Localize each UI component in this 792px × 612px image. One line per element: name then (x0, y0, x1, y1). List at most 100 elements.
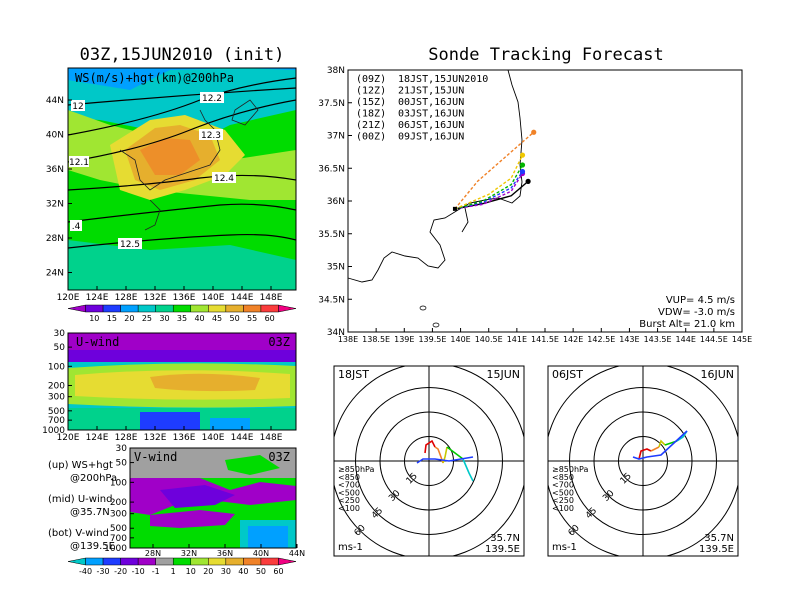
track-legend-code: (09Z) (356, 74, 386, 85)
track-lon-tick: 145E (732, 335, 752, 344)
u-lon-tick: 144E (231, 433, 254, 443)
track-lat-ticks: 38N 37.5N 37N 36.5N 36N 35.5N 35N 34.5N 34N (318, 66, 352, 338)
hodograph-units: ms-1 (552, 542, 577, 553)
map-lon-tick: 140E (202, 293, 225, 303)
track-legend-time: 09JST,16JUN (398, 132, 464, 143)
note-up-b: @200hPa (70, 473, 117, 484)
track-legend-code: (21Z) (356, 120, 386, 131)
u-lon-tick: 148E (260, 433, 283, 443)
v-colorbar-swatch (260, 557, 279, 566)
track-lon-tick: 143E (619, 335, 639, 344)
track-lon-tick: 142.5E (587, 335, 615, 344)
hodograph-trace (638, 448, 652, 460)
v-colorbar-swatch (67, 557, 86, 566)
track-info-vdw: VDW= -3.0 m/s (658, 307, 735, 318)
track-line (454, 171, 524, 210)
v-panel-label: V-wind (134, 450, 177, 464)
hodograph-level-label: ≥850hPa (552, 465, 589, 474)
hodograph-trace (416, 456, 474, 464)
contour-label: 12.2 (202, 94, 222, 104)
contour-label: 12.5 (120, 240, 140, 250)
v-colorbar-label: 40 (238, 567, 248, 576)
hodograph-trace (446, 446, 464, 460)
legend-notes: (up) WS+hgt @200hPa (mid) U-wind @35.7N … (48, 460, 117, 552)
v-colorbar-swatch (155, 557, 174, 566)
note-mid-a: (mid) U-wind (48, 494, 112, 505)
contour-label: 12.3 (201, 131, 221, 141)
track-legend-code: (00Z) (356, 132, 386, 143)
ws-colorbar-swatch (155, 304, 174, 313)
u-lon-tick: 140E (202, 433, 225, 443)
v-lat-tick: 32N (181, 549, 197, 558)
v-lat-tick: 36N (217, 549, 233, 558)
u-pressure-tick: 100 (48, 362, 65, 372)
map-lat-tick: 44N (46, 96, 64, 106)
v-colorbar-swatch (172, 557, 192, 566)
u-panel-time: 03Z (268, 335, 290, 349)
ws-colorbar-swatch (85, 304, 104, 313)
map-lat-ticks: 44N 40N 36N 32N 28N 24N (46, 96, 72, 279)
contour-label: 12.1 (69, 158, 89, 168)
v-panel-time: 03Z (268, 450, 290, 464)
u-pressure-tick: 500 (48, 407, 65, 417)
v-colorbar: -40 -30 -20 -10 -1 1 10 20 30 40 50 60 (67, 557, 297, 576)
hodograph-date: 15JUN (486, 368, 520, 381)
ws-colorbar-swatch (172, 304, 192, 313)
map-lon-tick: 144E (231, 293, 254, 303)
contour-label: 12.4 (214, 174, 234, 184)
ws-colorbar-swatch (243, 304, 262, 313)
track-lon-tick: 140E (450, 335, 470, 344)
track-launch-point (452, 206, 457, 211)
v-colorbar-label: 1 (171, 567, 176, 576)
ws-colorbar-swatch (278, 304, 297, 313)
hodograph-level-label: <700 (552, 481, 574, 490)
v-colorbar-swatch (102, 557, 121, 566)
map-lat-tick: 28N (46, 234, 64, 244)
track-legend-time: 21JST,15JUN (398, 86, 464, 97)
v-colorbar-label: 30 (221, 567, 231, 576)
hodograph-level-label: <250 (552, 496, 574, 505)
track-legend-time: 03JST,16JUN (398, 109, 464, 120)
hodograph-trace (632, 430, 688, 460)
v-colorbar-swatch (225, 557, 244, 566)
track-lon-tick: 142E (563, 335, 583, 344)
u-panel-label: U-wind (76, 335, 119, 349)
track-lat-tick: 35.5N (318, 230, 345, 240)
ws-colorbar-label: 25 (142, 314, 152, 323)
v-pressure-tick: 700 (110, 534, 127, 544)
v-lat-tick: 40N (253, 549, 269, 558)
track-end-point (525, 178, 531, 184)
map-lat-tick: 24N (46, 269, 64, 279)
track-legend: (09Z) 18JST,15JUN2010 (12Z) 21JST,15JUN (15Z… (356, 74, 488, 143)
track-legend-code: (15Z) (356, 97, 386, 108)
hodograph-level-label: <500 (552, 488, 574, 497)
v-colorbar-label: 50 (256, 567, 266, 576)
track-lat-tick: 36.5N (318, 164, 345, 174)
track-lon-tick: 144E (676, 335, 696, 344)
ws-colorbar-swatch (225, 304, 244, 313)
u-pressure-tick: 1000 (42, 426, 65, 436)
v-colorbar-swatch (85, 557, 104, 566)
contour-label: 12 (72, 102, 83, 112)
v-colorbar-label: -1 (152, 567, 160, 576)
ws-colorbar-label: 45 (212, 314, 222, 323)
v-lat-ticks: 28N 32N 36N 40N 44N (145, 544, 305, 558)
map-lon-ticks: 120E 124E 128E 132E 136E 140E 144E 148E (57, 286, 283, 303)
hodograph-level-label: ≥850hPa (338, 465, 375, 474)
v-pressure-tick: 200 (110, 498, 127, 508)
note-up-a: (up) WS+hgt (48, 460, 113, 471)
track-lon-tick: 139E (394, 335, 414, 344)
track-lon-tick: 144.5E (700, 335, 728, 344)
hodograph-level-label: <100 (552, 504, 574, 513)
right-title: Sonde Tracking Forecast (428, 45, 663, 65)
u-pressure-tick: 50 (54, 343, 66, 353)
ws-colorbar-label: 55 (247, 314, 257, 323)
track-end-point (531, 129, 537, 135)
note-bot-b: @139.5E (70, 541, 115, 552)
u-lon-tick: 128E (115, 433, 138, 443)
track-lon-tick: 140.5E (475, 335, 503, 344)
